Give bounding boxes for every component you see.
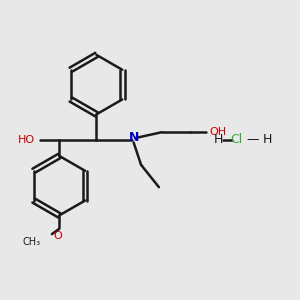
Text: N: N bbox=[128, 131, 139, 144]
Text: Cl: Cl bbox=[230, 133, 242, 146]
Text: HO: HO bbox=[18, 135, 35, 145]
Text: CH₃: CH₃ bbox=[22, 236, 40, 247]
Text: —: — bbox=[246, 133, 259, 146]
Text: H: H bbox=[263, 133, 272, 146]
Text: H: H bbox=[214, 133, 223, 146]
Text: O: O bbox=[53, 231, 62, 241]
Text: OH: OH bbox=[209, 127, 226, 137]
